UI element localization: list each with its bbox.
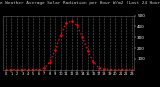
Text: Milwaukee Weather Average Solar Radiation per Hour W/m2 (Last 24 Hours): Milwaukee Weather Average Solar Radiatio… xyxy=(0,1,160,5)
